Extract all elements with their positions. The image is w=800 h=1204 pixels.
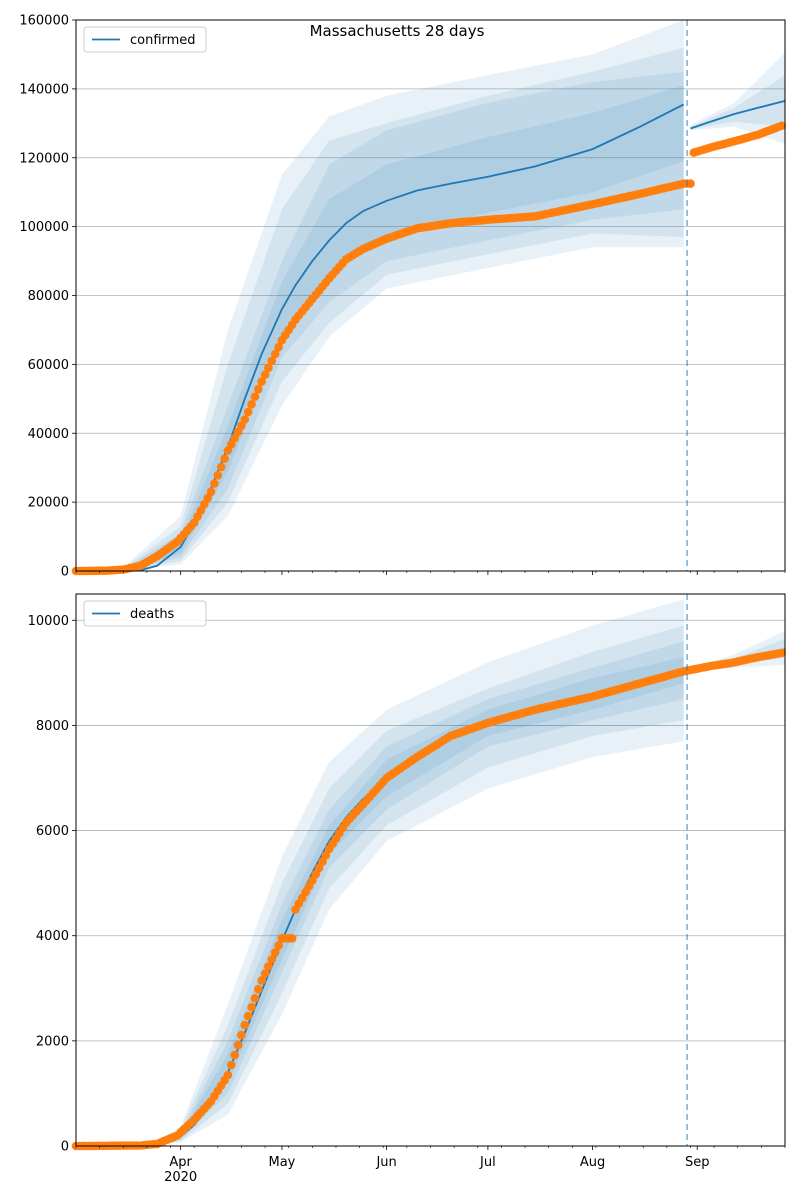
- observed-point: [250, 994, 260, 1003]
- observed-point: [321, 851, 331, 860]
- observed-points: [71, 648, 786, 1151]
- y-tick-label: 80000: [28, 289, 69, 304]
- uncertainty-band: [157, 599, 684, 1145]
- x-tick-label: Sep: [685, 1155, 710, 1170]
- observed-point: [274, 342, 283, 352]
- observed-point: [264, 363, 273, 373]
- observed-point: [237, 1030, 246, 1040]
- y-tick-label: 6000: [36, 824, 69, 839]
- observed-point: [264, 962, 273, 971]
- observed-point: [270, 349, 280, 359]
- observed-point: [314, 863, 324, 873]
- observed-point: [777, 121, 786, 131]
- observed-point: [253, 985, 263, 994]
- legend-box: [83, 26, 207, 53]
- observed-point: [260, 969, 270, 978]
- observed-point: [311, 869, 321, 879]
- y-tick-label: 2000: [36, 1034, 69, 1049]
- legend-label: deaths: [130, 607, 175, 622]
- uncertainty-band: [123, 85, 684, 572]
- observed-point: [247, 1002, 256, 1012]
- y-tick-label: 0: [61, 565, 69, 580]
- legend: deaths: [83, 600, 207, 627]
- legend: confirmed: [83, 26, 207, 53]
- x-tick-label: May: [269, 1155, 296, 1170]
- observed-point: [777, 648, 786, 658]
- uncertainty-band: [123, 71, 684, 571]
- observed-point: [267, 955, 277, 964]
- observed-points: [71, 121, 786, 576]
- observed-point: [253, 384, 263, 394]
- uncertainty-band: [123, 20, 684, 571]
- chart-title: Massachusetts 28 days: [310, 22, 485, 40]
- y-tick-label: 40000: [28, 427, 69, 442]
- uncertainty-band: [123, 47, 684, 572]
- legend-box: [83, 600, 207, 627]
- observed-point: [257, 976, 267, 985]
- observed-point: [243, 1011, 253, 1021]
- uncertainty-band: [690, 75, 785, 130]
- observed-point: [240, 415, 250, 424]
- observed-point: [318, 857, 327, 866]
- uncertainty-band: [690, 630, 785, 671]
- uncertainty-band: [157, 641, 684, 1144]
- observed-point: [240, 1020, 250, 1030]
- observed-point: [227, 1060, 236, 1070]
- y-tick-label: 60000: [28, 358, 69, 373]
- observed-point: [233, 1040, 243, 1050]
- observed-point: [287, 934, 297, 943]
- observed-point: [230, 1050, 239, 1060]
- observed-point: [213, 471, 223, 480]
- observed-point: [308, 876, 317, 885]
- observed-point: [260, 370, 270, 380]
- model-fit-line: [76, 103, 685, 572]
- observed-point: [220, 454, 229, 464]
- x-tick-label: Apr: [169, 1155, 192, 1170]
- observed-point: [686, 179, 695, 188]
- observed-point: [216, 462, 226, 472]
- forecast-line: [690, 100, 786, 130]
- uncertainty-bands: [157, 599, 785, 1145]
- x-tick-label: Jul: [479, 1155, 496, 1170]
- uncertainty-band: [157, 625, 684, 1145]
- y-tick-label: 20000: [28, 496, 69, 511]
- y-tick-label: 8000: [36, 719, 69, 734]
- y-tick-label: 0: [61, 1140, 69, 1155]
- observed-point: [243, 407, 253, 417]
- observed-point: [250, 392, 260, 402]
- x-tick-label: Aug: [580, 1155, 605, 1170]
- panel-1: 0 20000 40000 60000 80000 100000 120000 140000 1…: [19, 14, 786, 580]
- observed-point: [247, 400, 256, 409]
- y-tick-label: 4000: [36, 929, 69, 944]
- y-tick-label: 160000: [19, 14, 69, 29]
- y-tick-label: 120000: [19, 151, 69, 166]
- observed-point: [270, 948, 280, 957]
- x-tick-label: 2020: [164, 1170, 197, 1185]
- y-tick-label: 100000: [19, 220, 69, 235]
- observed-point: [210, 479, 219, 488]
- y-tick-label: 140000: [19, 82, 69, 97]
- x-tick-label: Jun: [375, 1155, 396, 1170]
- observed-point: [206, 487, 216, 497]
- observed-point: [257, 377, 267, 386]
- observed-point: [267, 356, 277, 366]
- legend-label: confirmed: [130, 33, 196, 48]
- observed-point: [223, 1070, 233, 1080]
- observed-point: [274, 941, 283, 950]
- y-tick-label: 10000: [28, 614, 69, 629]
